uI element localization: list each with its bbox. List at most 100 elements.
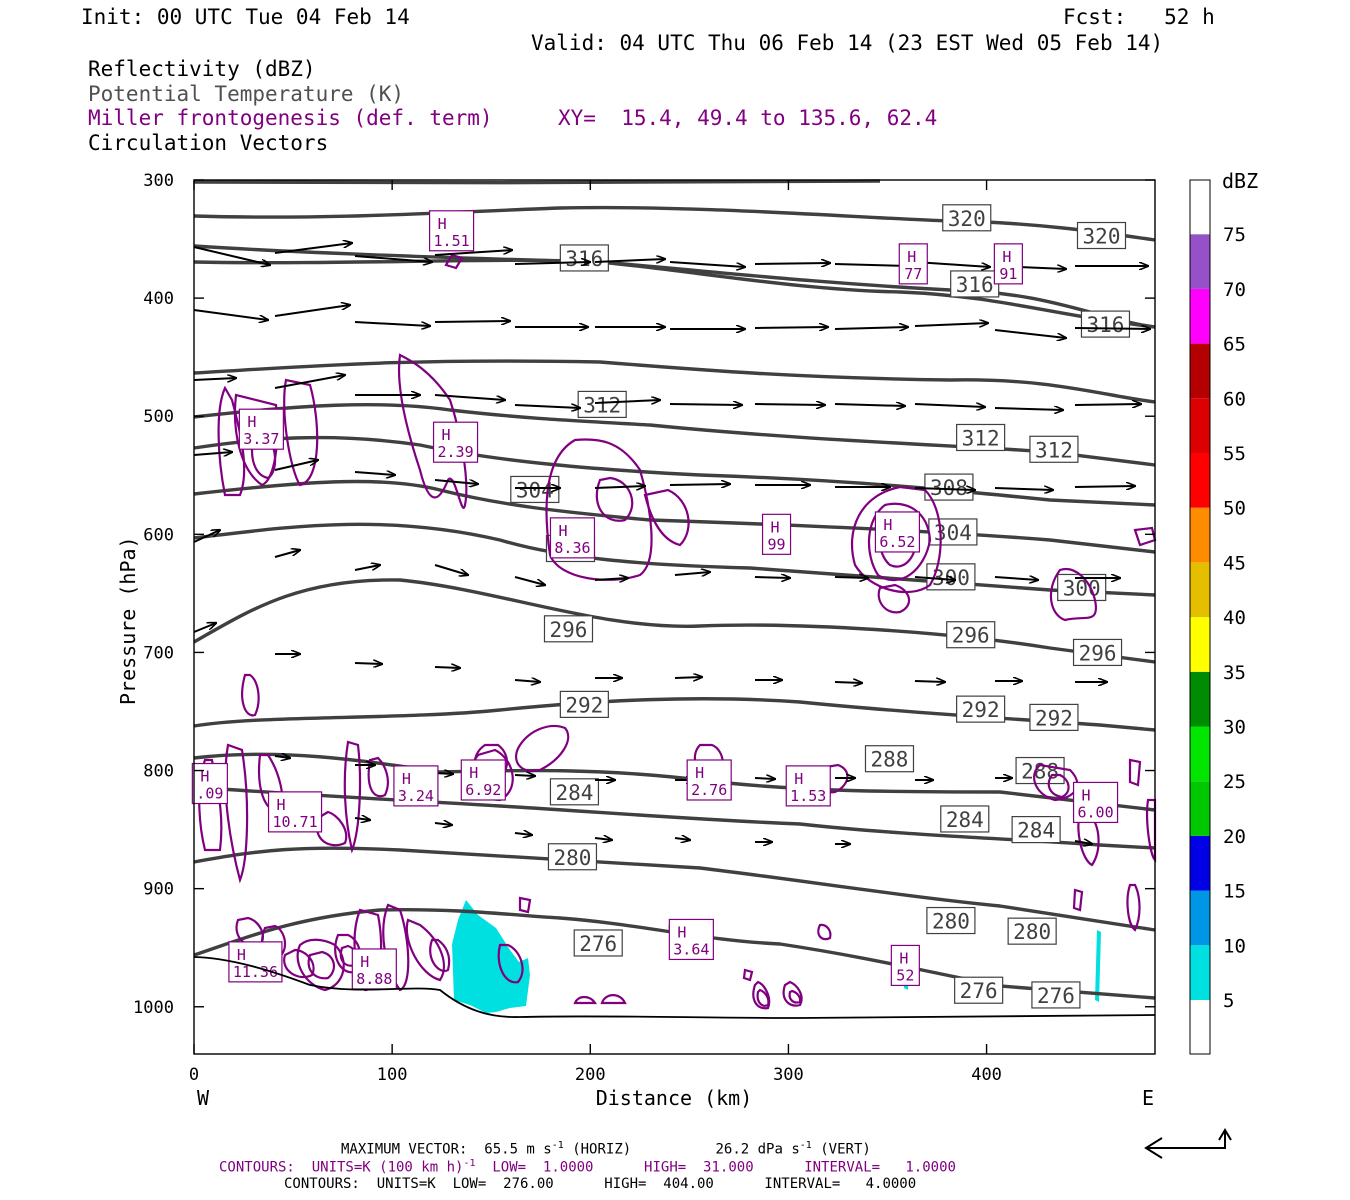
theta-label: 288	[871, 748, 909, 772]
colorbar-tick-label: 25	[1223, 771, 1246, 793]
colorbar-tick-label: 65	[1223, 334, 1246, 356]
frontogenesis-max-marker: H	[469, 764, 478, 782]
theta-label-box	[1072, 638, 1123, 667]
y-axis-label: Pressure (hPa)	[116, 536, 140, 705]
y-tick-label: 300	[143, 171, 174, 191]
frontogenesis-max-box	[432, 421, 479, 463]
y-tick-label: 900	[143, 880, 174, 900]
frontogenesis-max-marker: H	[247, 413, 256, 431]
frontogenesis-max-box	[874, 511, 921, 553]
theta-label: 292	[565, 693, 603, 717]
colorbar-tick-label: 35	[1223, 662, 1246, 684]
theta-label-box	[1029, 435, 1079, 463]
frontogenesis-max-marker: H	[1002, 248, 1011, 266]
frontogenesis-max-box	[428, 210, 475, 252]
frontogenesis-max-box	[460, 759, 506, 801]
cross-section-endpoints: XY= 15.4, 49.4 to 135.6, 62.4	[558, 106, 938, 130]
colorbar-tick-label: 40	[1223, 607, 1246, 629]
colorbar-bin	[1190, 180, 1210, 235]
theta-label-box	[543, 615, 594, 643]
theta-label: 296	[1079, 641, 1117, 665]
frontogenesis-max-box	[668, 918, 714, 961]
field-theta-label: Potential Temperature (K)	[88, 82, 405, 106]
frontogenesis-max-box	[761, 513, 792, 555]
colorbar-tick-label: 75	[1223, 224, 1246, 246]
theta-label: 312	[1035, 438, 1073, 462]
field-vectors-label: Circulation Vectors	[88, 131, 329, 155]
x-axis-label: Distance (km)	[596, 1086, 753, 1110]
colorbar-tick-label: 70	[1223, 279, 1246, 301]
frontogenesis-max-marker: H	[1082, 786, 1091, 804]
colorbar-bin	[1190, 562, 1210, 618]
theta-label-box	[1029, 703, 1079, 731]
theta-label: 280	[553, 846, 591, 870]
theta-label: 316	[956, 273, 994, 297]
frontogenesis-max-value: 3.64	[673, 940, 709, 958]
theta-label: 276	[960, 979, 998, 1003]
frontogenesis-max-value: 2.76	[691, 781, 727, 799]
theta-label-box	[950, 270, 1000, 298]
frontogenesis-max-value: 91	[999, 265, 1017, 283]
colorbar-frame	[1189, 179, 1211, 1055]
theta-label: 292	[962, 698, 1000, 722]
theta-label-box	[549, 778, 600, 806]
frontogenesis-max-value: 8.36	[554, 539, 590, 557]
theta-label: 296	[952, 624, 990, 648]
colorbar-bin	[1190, 617, 1210, 672]
colorbar-bin	[1190, 890, 1210, 946]
x-tick-label: 0	[189, 1065, 199, 1085]
frontogenesis-max-box	[686, 759, 732, 801]
y-axis: 300 400 500 600 700 800 900 1000	[133, 171, 1155, 1018]
colorbar-bin	[1190, 945, 1210, 1000]
frontogenesis-max-marker: H	[677, 923, 686, 941]
frontogenesis-max-box	[993, 243, 1023, 285]
frontogenesis-max-box	[890, 944, 920, 987]
frontogenesis-max-marker: H	[695, 764, 704, 782]
frontogenesis-max-value: 11.36	[233, 963, 278, 981]
frontogenesis-max-box	[351, 948, 397, 990]
theta-label-box	[946, 621, 996, 649]
colorbar-tick-label: 10	[1223, 935, 1246, 957]
x-tick-label: 200	[575, 1065, 606, 1085]
colorbar-bin	[1190, 781, 1210, 836]
theta-label: 280	[932, 910, 970, 934]
frontogenesis-max-value: 1.53	[790, 787, 826, 805]
theta-label-box	[573, 929, 623, 957]
theta-label-box	[1080, 310, 1131, 338]
theta-label-box	[1015, 756, 1065, 785]
theta-label-box	[956, 695, 1006, 723]
theta-label: 276	[579, 932, 617, 956]
frontogenesis-max-box	[238, 408, 284, 450]
theta-label-box	[940, 805, 990, 833]
theta-label: 316	[1086, 313, 1124, 337]
colorbar-tick-label: 5	[1223, 990, 1234, 1012]
frontogenesis-max-marker: H	[438, 215, 447, 233]
west-label: W	[197, 1086, 210, 1110]
colorbar-tick-label: 55	[1223, 443, 1246, 465]
colorbar-bin	[1190, 726, 1210, 782]
potential-temperature-contours	[193, 179, 1156, 1000]
field-reflectivity-label: Reflectivity (dBZ)	[88, 57, 316, 81]
theta-label: 280	[1013, 920, 1051, 944]
theta-label-box	[559, 244, 609, 272]
theta-label: 288	[1021, 760, 1059, 784]
reflectivity-colorbar: 5 10 15 20 25 30 35 40 45 50 55 60 65 70 75	[1189, 179, 1246, 1055]
theta-label: 284	[1017, 819, 1055, 843]
frontogenesis-max-box	[267, 791, 323, 833]
frontogenesis-max-value: 52	[896, 966, 914, 984]
theta-label: 320	[948, 207, 986, 231]
x-tick-label: 300	[773, 1065, 804, 1085]
frontogenesis-max-marker: H	[442, 426, 451, 444]
colorbar-tick-label: 15	[1223, 881, 1246, 903]
max-vector-line: MAXIMUM VECTOR: 65.5 m s-1 (HORIZ) 26.2 …	[341, 1140, 871, 1158]
theta-label: 312	[583, 393, 621, 417]
y-tick-label: 400	[143, 289, 174, 309]
colorbar-tick-label: 60	[1223, 388, 1246, 410]
frontogenesis-max-marker: H	[200, 768, 209, 786]
colorbar-bin	[1190, 671, 1210, 727]
theta-label: 320	[1083, 225, 1121, 249]
colorbar-bin	[1190, 507, 1210, 563]
contours-frontogenesis-line: CONTOURS: UNITS=K (100 km h)-1 LOW= 1.00…	[219, 1158, 956, 1176]
init-time: Init: 00 UTC Tue 04 Feb 14	[81, 5, 410, 29]
